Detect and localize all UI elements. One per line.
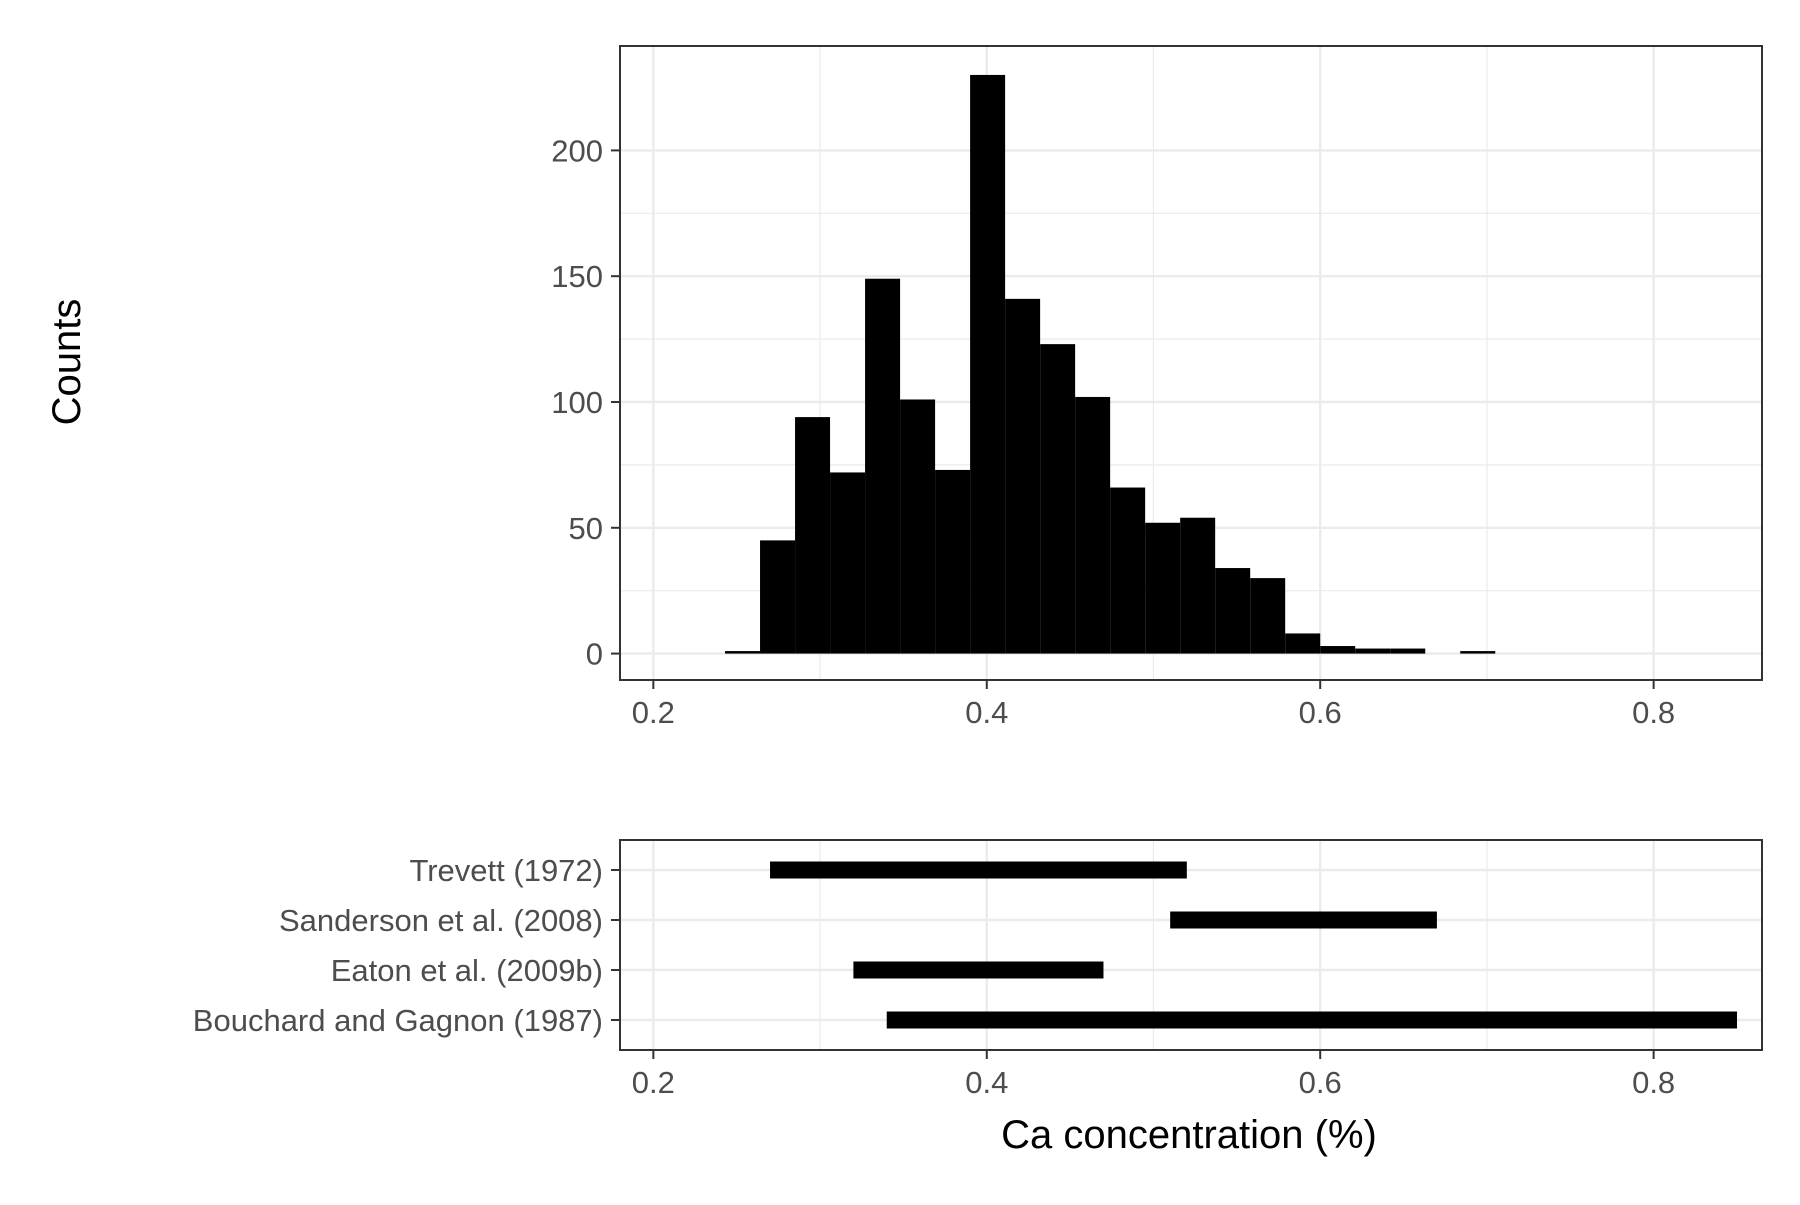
histogram-bar [1110,487,1146,654]
histogram-bar [1320,646,1356,654]
histogram-bar [1005,298,1041,654]
histogram-bar [1040,344,1076,654]
histogram-bar [760,540,796,654]
histogram-bar [830,472,866,654]
histogram-bar [1145,522,1181,654]
histogram-bar [795,417,831,654]
range-x-tick-label: 0.2 [632,1065,675,1100]
histogram-bar [1215,568,1251,654]
histogram-y-tick-label: 150 [551,259,603,294]
histogram-panel: 0 50 100 150 200 0.2 0.4 0.6 0.8 [551,45,1763,730]
y-axis-title: Counts [45,299,89,426]
histogram-bar [935,469,971,654]
range-y-tick-label: Bouchard and Gagnon (1987) [193,1003,603,1038]
range-y-tick-label: Sanderson et al. (2008) [279,903,603,938]
range-panel: Trevett (1972) Sanderson et al. (2008) Eat… [193,839,1763,1100]
histogram-bar [1460,651,1496,654]
histogram-x-tick-label: 0.2 [632,695,675,730]
range-x-tick-label: 0.4 [965,1065,1008,1100]
histogram-bar [970,74,1006,654]
x-axis-title: Ca concentration (%) [1001,1113,1377,1157]
histogram-bar [1250,578,1286,654]
histogram-y-tick-label: 200 [551,133,603,168]
range-x-tick-label: 0.8 [1632,1065,1675,1100]
histogram-panel-border [619,45,1763,681]
histogram-bar [1180,517,1216,654]
histogram-bar [1285,633,1321,654]
histogram-x-tick-label: 0.8 [1632,695,1675,730]
histogram-bar [1355,648,1391,654]
histogram-x-tick-label: 0.6 [1299,695,1342,730]
range-y-tick-label: Trevett (1972) [409,853,603,888]
histogram-bar [1075,396,1111,654]
range-x-tick-label: 0.6 [1299,1065,1342,1100]
histogram-bar [865,278,901,654]
histogram-bar [900,399,936,654]
histogram-x-tick-label: 0.4 [965,695,1008,730]
range-panel-border [619,839,1763,1051]
histogram-y-tick-label: 50 [569,511,603,546]
histogram-y-tick-label: 100 [551,385,603,420]
histogram-bar [725,651,761,654]
histogram-bar [1390,648,1426,654]
range-y-tick-label: Eaton et al. (2009b) [331,953,603,988]
histogram-y-tick-label: 0 [586,637,603,672]
